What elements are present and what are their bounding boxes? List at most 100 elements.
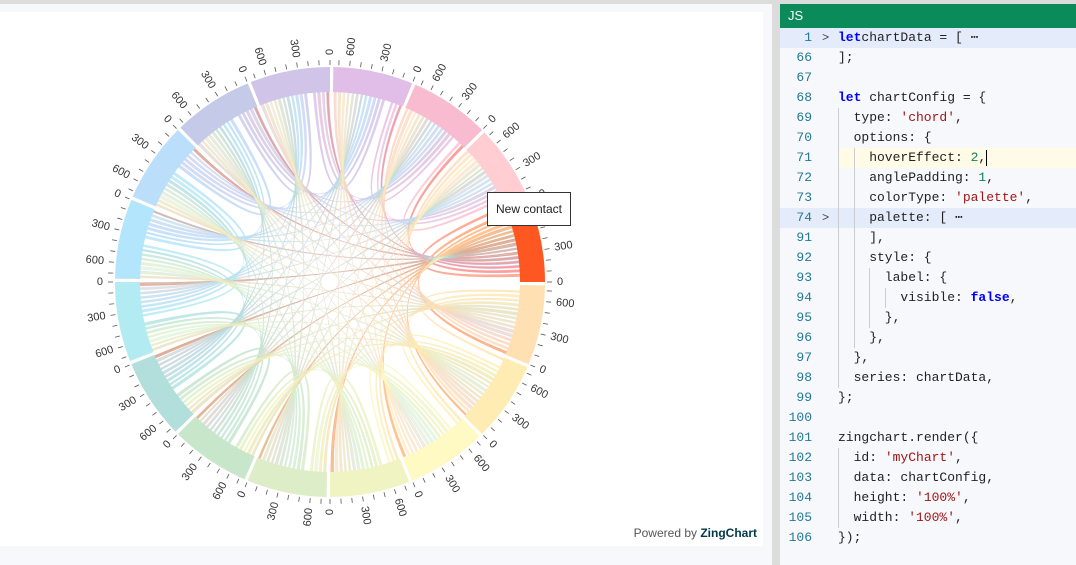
tick-label: 300 — [442, 473, 462, 495]
line-number: 1 — [804, 30, 812, 45]
tick-label: 0 — [112, 187, 122, 200]
code-line[interactable]: 98 series: chartData, — [780, 368, 1076, 388]
code-line[interactable]: 105 width: '100%', — [780, 508, 1076, 528]
tick-label: 600 — [392, 497, 409, 518]
chord-group-arc[interactable] — [247, 457, 328, 497]
line-number: 70 — [796, 130, 812, 145]
chord-group-arc[interactable] — [405, 84, 483, 148]
chord-group-arc[interactable] — [330, 458, 410, 497]
chord-group-arc[interactable] — [132, 129, 196, 207]
tick-label: 0 — [486, 113, 499, 126]
tick-label: 300 — [129, 132, 151, 153]
code-line[interactable]: 103 data: chartConfig, — [780, 468, 1076, 488]
code-lines[interactable]: 1 > letchartData = [ ⋯ 66]; 67 68 let chartCon… — [780, 28, 1076, 548]
code-line[interactable]: 104 height: '100%', — [780, 488, 1076, 508]
editor-tab-js[interactable]: JS — [780, 4, 1076, 28]
zingchart-brand: ZingChart — [700, 526, 757, 540]
code-text: width: '100%', — [838, 508, 1076, 528]
chord-group-arc[interactable] — [402, 418, 480, 481]
code-line[interactable]: 92 style: { — [780, 248, 1076, 268]
code-line[interactable]: 67 — [780, 68, 1076, 88]
code-line[interactable]: 91], — [780, 228, 1076, 248]
tick-label: 0 — [235, 489, 248, 499]
line-number: 73 — [796, 190, 812, 205]
tick-label: 600 — [210, 480, 229, 502]
code-line[interactable]: 97}, — [780, 348, 1076, 368]
code-text: zingchart.render({ — [838, 430, 979, 445]
code-text: }); — [838, 530, 862, 545]
chord-chart[interactable]: 0300600030060003006000300600030060003006… — [0, 12, 763, 546]
code-text: height: '100%', — [838, 488, 1076, 508]
chord-group-arc[interactable] — [332, 67, 413, 107]
tick-label: 300 — [180, 461, 201, 483]
chord-group-arc[interactable] — [177, 416, 255, 480]
code-line[interactable]: 74 > palette: [ ⋯ — [780, 208, 1076, 228]
line-number: 68 — [796, 90, 812, 105]
code-line[interactable]: 71 hoverEffect: 2, — [780, 148, 1076, 168]
line-number: 106 — [788, 530, 812, 545]
tick-label: 300 — [117, 394, 139, 414]
code-text: style: { — [838, 248, 1076, 268]
tick-label: 300 — [554, 239, 574, 254]
chord-group-arc[interactable] — [505, 284, 545, 365]
code-line[interactable]: 106}); — [780, 528, 1076, 548]
code-line[interactable]: 72 anglePadding: 1, — [780, 168, 1076, 188]
line-number: 99 — [796, 390, 812, 405]
tick-label: 600 — [471, 453, 492, 475]
tick-label: 600 — [138, 423, 160, 444]
code-line[interactable]: 101 zingchart.render({ — [780, 428, 1076, 448]
code-line[interactable]: 94 visible: false, — [780, 288, 1076, 308]
code-line[interactable]: 95}, — [780, 308, 1076, 328]
code-text: anglePadding: 1, — [838, 168, 1076, 188]
chord-ribbons — [139, 91, 521, 473]
line-number: 66 — [796, 50, 812, 65]
chord-group-arc[interactable] — [250, 67, 330, 106]
code-line[interactable]: 96}, — [780, 328, 1076, 348]
code-line[interactable]: 1 > letchartData = [ ⋯ — [780, 28, 1076, 48]
chord-group-arc[interactable] — [131, 354, 194, 432]
code-line[interactable]: 69 type: 'chord', — [780, 108, 1076, 128]
chart-container: 0300600030060003006000300600030060003006… — [0, 12, 763, 546]
code-text: ]; — [838, 50, 854, 65]
code-line[interactable]: 93 label: { — [780, 268, 1076, 288]
line-number: 69 — [796, 110, 812, 125]
chord-group-arc[interactable] — [464, 357, 528, 435]
code-line[interactable]: 66]; — [780, 48, 1076, 68]
tick-label: 0 — [557, 276, 563, 288]
code-editor[interactable]: JS 1 > letchartData = [ ⋯ 66]; 67 68 let chart… — [780, 4, 1076, 565]
line-number: 105 — [788, 510, 812, 525]
line-number: 72 — [796, 170, 812, 185]
tick-label: 600 — [345, 37, 359, 56]
code-line[interactable]: 100 — [780, 408, 1076, 428]
code-line[interactable]: 102 id: 'myChart', — [780, 448, 1076, 468]
tick-label: 600 — [110, 162, 132, 181]
tick-label: 300 — [521, 150, 543, 170]
line-number: 98 — [796, 370, 812, 385]
powered-by-link[interactable]: Powered by ZingChart — [633, 526, 757, 540]
line-number: 71 — [796, 150, 812, 165]
tick-label: 600 — [556, 297, 575, 311]
text-caret — [986, 149, 988, 166]
code-text: palette: [ ⋯ — [838, 208, 1076, 228]
chart-preview-pane: 0300600030060003006000300600030060003006… — [0, 4, 772, 565]
code-text: letchartData = [ ⋯ — [838, 28, 1076, 48]
line-number: 103 — [788, 470, 812, 485]
code-text: hoverEffect: 2, — [838, 148, 1076, 168]
tick-label: 600 — [94, 344, 115, 361]
tick-label: 0 — [411, 489, 424, 499]
code-text: label: { — [838, 268, 1076, 288]
chord-group-arc[interactable] — [466, 132, 529, 210]
code-line[interactable]: 68 let chartConfig = { — [780, 88, 1076, 108]
chord-group-arc[interactable] — [115, 199, 155, 280]
code-line[interactable]: 99}; — [780, 388, 1076, 408]
code-text: type: 'chord', — [838, 108, 1076, 128]
code-line[interactable]: 73 colorType: 'palette', — [780, 188, 1076, 208]
code-line[interactable]: 70 options: { — [780, 128, 1076, 148]
chord-group-arc[interactable] — [180, 83, 258, 146]
code-text: colorType: 'palette', — [838, 188, 1076, 208]
tick-label: 600 — [85, 254, 104, 268]
chord-group-arc[interactable] — [115, 282, 154, 362]
tick-label: 300 — [287, 39, 302, 59]
fold-chevron-icon[interactable]: > — [822, 31, 830, 45]
fold-chevron-icon[interactable]: > — [822, 211, 830, 225]
